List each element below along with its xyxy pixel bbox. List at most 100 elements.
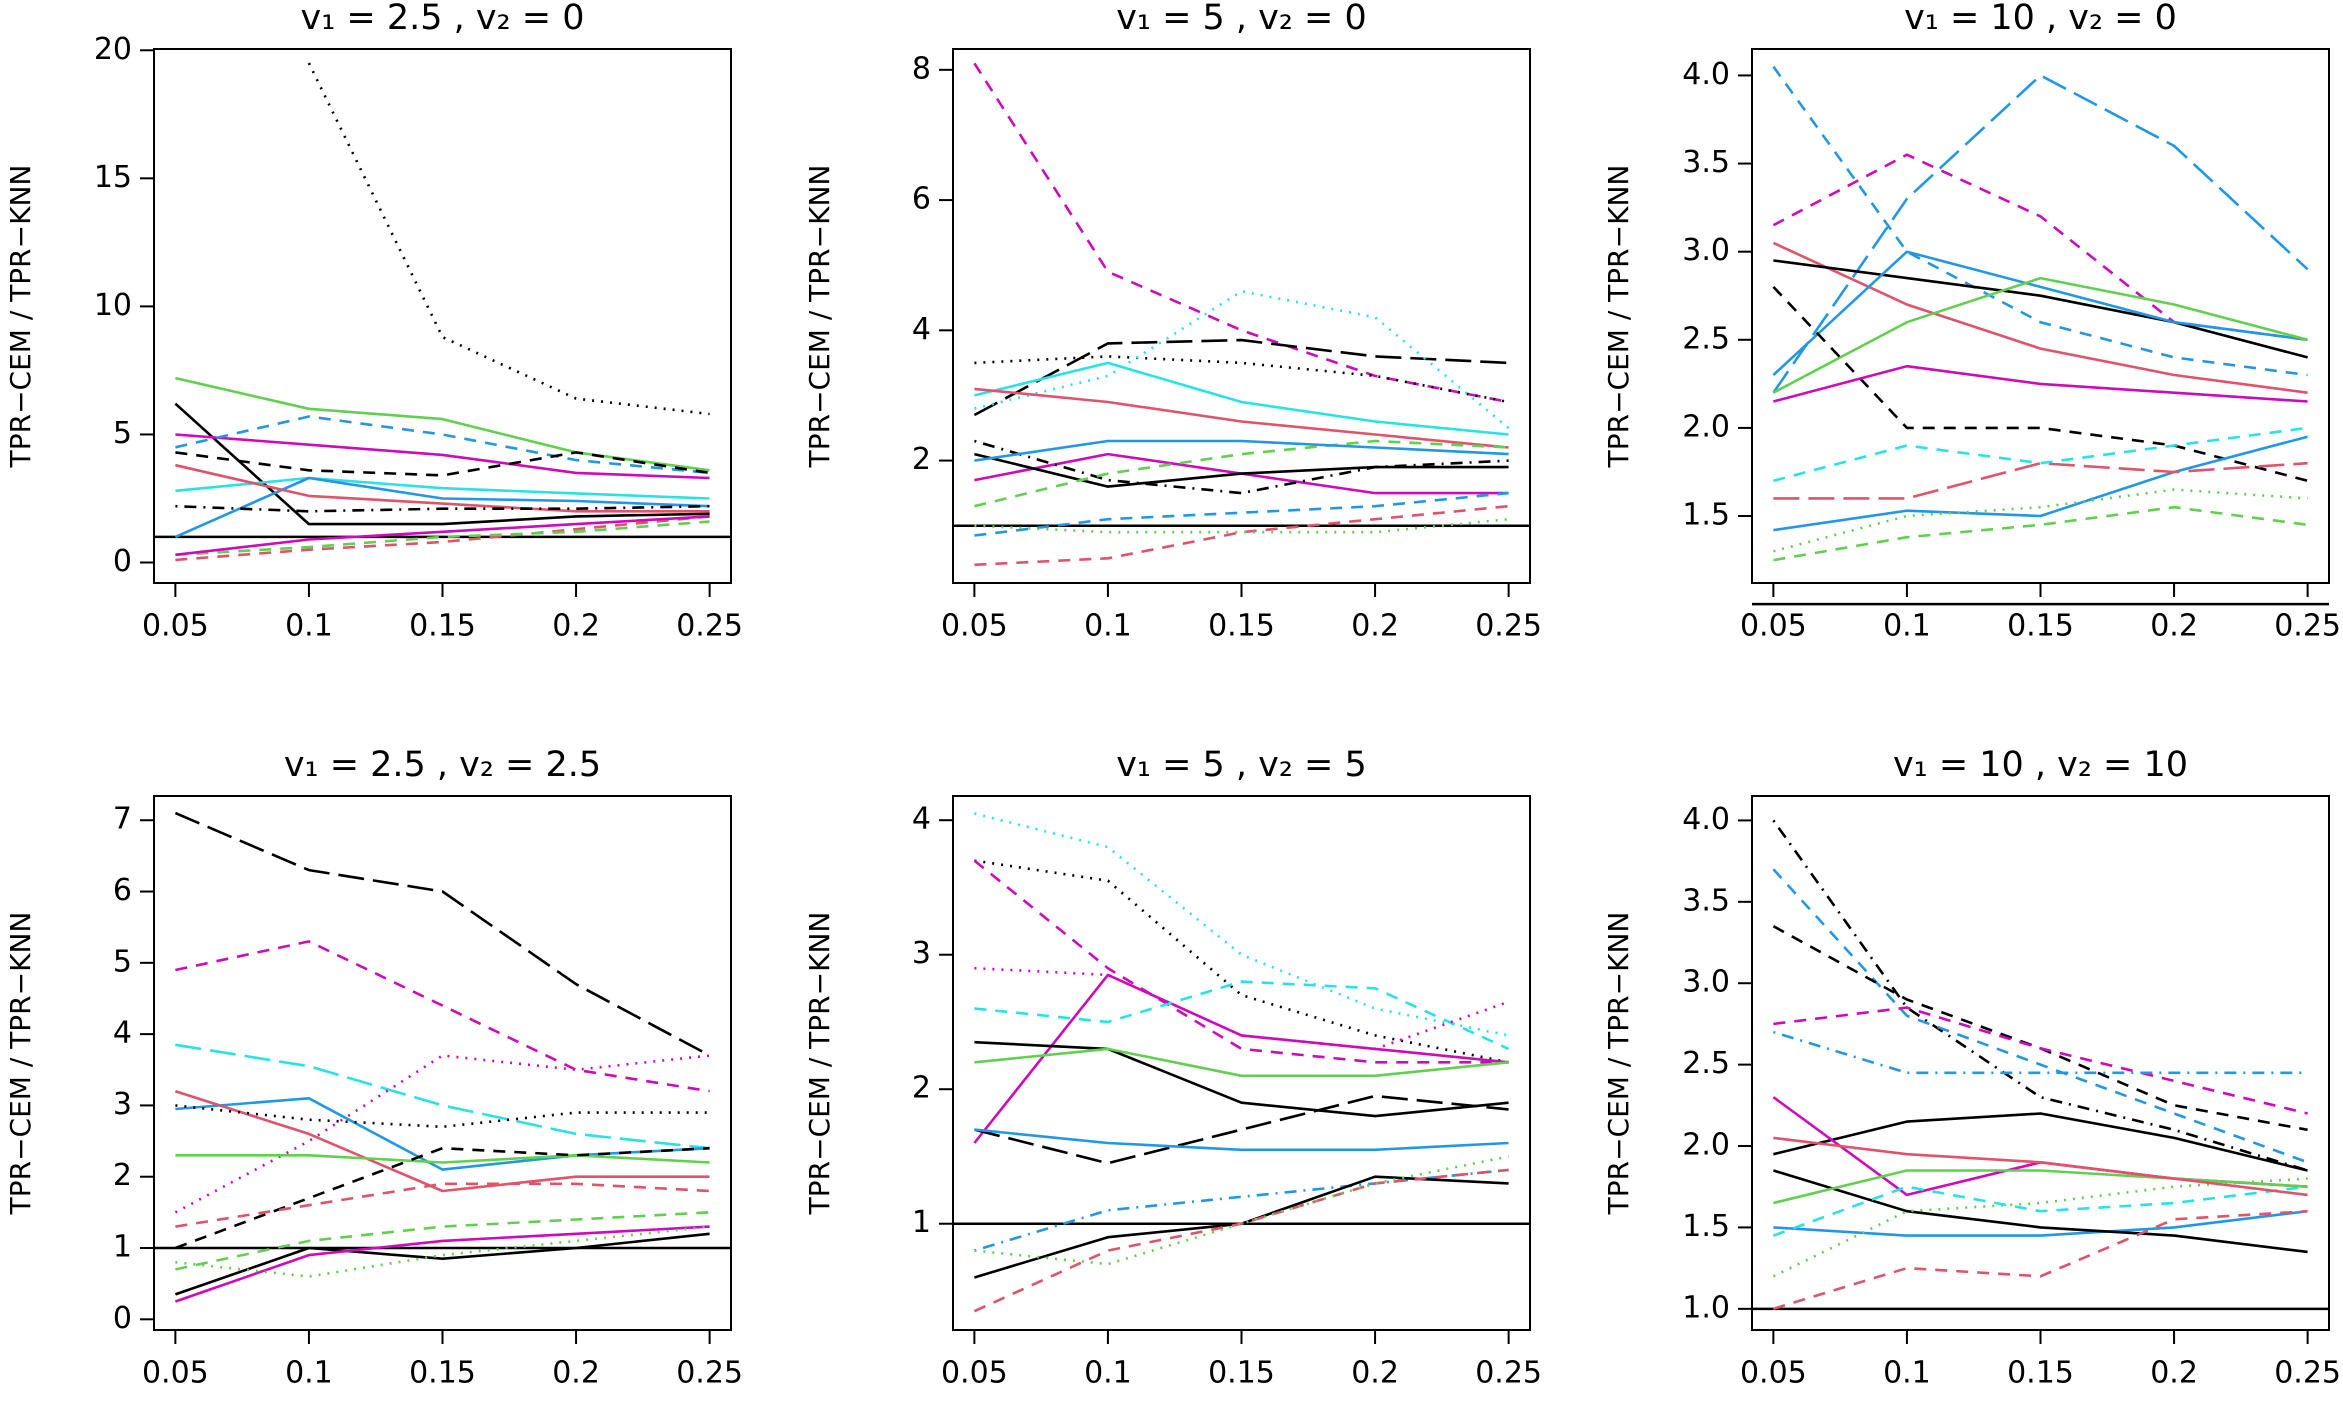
- y-tick-label: 3: [113, 1087, 132, 1122]
- series-line: [174, 1146, 710, 1250]
- y-tick-label: 2.0: [1682, 409, 1730, 444]
- series-line: [174, 811, 711, 1057]
- series-line: [1773, 1030, 2308, 1075]
- y-tick-label: 1: [113, 1230, 132, 1265]
- y-tick-label: 7: [113, 802, 132, 837]
- series-line: [1773, 505, 2308, 562]
- x-tick-label: 0.05: [142, 1356, 209, 1391]
- series-line: [974, 439, 1509, 508]
- x-tick-label: 0.05: [941, 609, 1008, 644]
- series-line: [1772, 65, 2308, 377]
- x-tick-label: 0.2: [2150, 1356, 2198, 1391]
- series-line: [175, 1154, 710, 1164]
- y-tick-label: 3: [912, 936, 931, 971]
- x-tick-label: 0.05: [1740, 1356, 1807, 1391]
- y-tick-label: 4.0: [1682, 57, 1730, 92]
- series-line: [175, 1043, 710, 1150]
- series-line: [175, 940, 710, 1093]
- series-line: [974, 504, 1509, 567]
- y-tick-label: 4: [912, 312, 931, 347]
- y-axis-label: TPR−CEM / TPR−KNN: [4, 165, 37, 469]
- x-tick-label: 0.15: [1208, 609, 1275, 644]
- series-line: [175, 376, 710, 472]
- series-line: [1772, 1096, 2308, 1197]
- y-axis-label: TPR−CEM / TPR−KNN: [4, 912, 37, 1216]
- series-line: [174, 1225, 710, 1303]
- x-tick-label: 0.2: [1351, 1356, 1399, 1391]
- y-tick-label: 6: [912, 182, 931, 217]
- x-tick-label: 0.1: [1883, 609, 1931, 644]
- y-tick-label: 0: [113, 544, 132, 579]
- y-tick-label: 20: [94, 32, 132, 67]
- x-tick-label: 0.1: [285, 609, 333, 644]
- series-line: [175, 1182, 710, 1228]
- series-line: [974, 812, 1509, 1037]
- series-line: [974, 966, 1510, 1051]
- x-tick-label: 0.2: [2150, 609, 2198, 644]
- plot-frame: [1751, 795, 2330, 1331]
- y-axis-label: TPR−CEM / TPR−KNN: [803, 912, 836, 1216]
- panel-title: v₁ = 2.5 , v₂ = 2.5: [284, 745, 601, 785]
- series-line: [175, 504, 710, 513]
- y-tick-label: 3.5: [1682, 883, 1730, 918]
- series-line: [973, 973, 1509, 1144]
- series-line: [1772, 1185, 2308, 1237]
- series-line: [974, 355, 1509, 404]
- series-line: [1772, 868, 2309, 1164]
- x-tick-label: 0.15: [2007, 609, 2074, 644]
- y-tick-label: 2: [912, 1071, 931, 1106]
- series-line: [1773, 1169, 2308, 1254]
- series-line: [973, 62, 1509, 404]
- y-tick-label: 2: [113, 1158, 132, 1193]
- plot-frame: [952, 48, 1531, 584]
- series-line: [1773, 1136, 2308, 1197]
- series-line: [974, 439, 1509, 462]
- x-tick-label: 0.2: [552, 609, 600, 644]
- series-line: [1773, 1006, 2308, 1115]
- series-line: [1772, 250, 2308, 376]
- x-tick-label: 0.25: [2274, 1356, 2341, 1391]
- plot-frame: [1751, 48, 2330, 584]
- series-line: [175, 1225, 710, 1278]
- series-line: [175, 433, 710, 480]
- y-tick-label: 1: [912, 1205, 931, 1240]
- y-tick-label: 2: [912, 442, 931, 477]
- panel-title: v₁ = 5 , v₂ = 5: [1116, 745, 1367, 785]
- x-tick-label: 0.25: [1475, 609, 1542, 644]
- series-line: [1772, 74, 2309, 394]
- series-line: [174, 402, 710, 526]
- x-tick-label: 0.1: [1084, 1356, 1132, 1391]
- series-line: [1773, 488, 2308, 553]
- series-line: [1773, 1112, 2308, 1172]
- series-line: [175, 451, 710, 477]
- x-tick-label: 0.05: [941, 1356, 1008, 1391]
- y-tick-label: 15: [94, 160, 132, 195]
- series-line: [974, 1094, 1509, 1165]
- series-line: [1772, 241, 2308, 394]
- series-line: [974, 1047, 1509, 1078]
- y-tick-label: 1.5: [1682, 1209, 1730, 1244]
- y-tick-label: 1.0: [1682, 1290, 1730, 1325]
- panel-title: v₁ = 10 , v₂ = 10: [1893, 745, 2188, 785]
- series-line: [1772, 153, 2308, 342]
- series-line: [974, 1155, 1509, 1266]
- x-tick-label: 0.25: [2274, 609, 2341, 644]
- series-line: [973, 338, 1509, 417]
- series-line: [175, 520, 710, 557]
- series-line: [1773, 259, 2308, 359]
- series-line: [175, 476, 710, 500]
- series-line: [973, 1168, 1509, 1313]
- series-line: [974, 859, 1509, 1064]
- series-line: [1773, 364, 2308, 403]
- series-line: [974, 491, 1509, 537]
- x-tick-label: 0.15: [1208, 1356, 1275, 1391]
- series-line: [974, 387, 1509, 449]
- series-line: [175, 463, 710, 513]
- x-tick-label: 0.05: [1740, 609, 1807, 644]
- y-axis-label: TPR−CEM / TPR−KNN: [803, 165, 836, 469]
- y-tick-label: 5: [113, 944, 132, 979]
- y-tick-label: 2.0: [1682, 1128, 1730, 1163]
- y-axis-label: TPR−CEM / TPR−KNN: [1602, 165, 1635, 469]
- plot-frame: [153, 795, 732, 1331]
